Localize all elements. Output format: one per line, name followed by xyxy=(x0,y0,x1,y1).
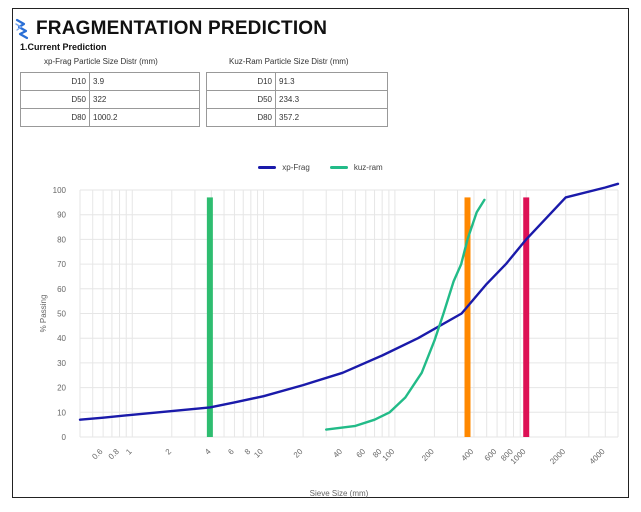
x-tick-label: 20 xyxy=(292,447,305,460)
y-axis-label: % Passing xyxy=(39,295,48,333)
header: FRAGMENTATION PREDICTION xyxy=(14,18,327,40)
marker-bar xyxy=(464,197,471,437)
x-tick-label: 600 xyxy=(483,447,499,463)
y-tick-label: 20 xyxy=(57,384,66,393)
row-key: D80 xyxy=(20,108,90,127)
legend-item-kuz-ram[interactable]: kuz-ram xyxy=(329,163,383,172)
section-label: 1.Current Prediction xyxy=(20,42,107,52)
xp-frag-table: D10 3.9 D50 322 D80 1000.2 xyxy=(20,72,200,127)
x-tick-label: 0.8 xyxy=(107,447,122,462)
x-tick-label: 6 xyxy=(226,447,236,457)
y-tick-label: 100 xyxy=(53,186,67,195)
table-row: D10 91.3 xyxy=(206,72,388,91)
legend-item-xp-frag[interactable]: xp-Frag xyxy=(258,163,310,172)
x-tick-label: 100 xyxy=(380,447,396,463)
x-tick-label: 2 xyxy=(164,447,174,457)
row-value: 357.2 xyxy=(275,108,388,127)
x-tick-label: 4 xyxy=(203,447,213,457)
table-row: D80 1000.2 xyxy=(20,108,200,127)
row-value: 1000.2 xyxy=(89,108,200,127)
kuz-table-title: Kuz-Ram Particle Size Distr (mm) xyxy=(229,57,349,66)
x-tick-label: 2000 xyxy=(548,447,567,466)
marker-bar xyxy=(523,197,530,437)
y-tick-label: 10 xyxy=(57,408,66,417)
page-title: FRAGMENTATION PREDICTION xyxy=(36,18,328,39)
legend-label: kuz-ram xyxy=(353,163,383,172)
x-tick-label: 60 xyxy=(355,447,368,460)
x-axis-label: Sieve Size (mm) xyxy=(310,489,369,498)
x-tick-label: 400 xyxy=(460,447,476,463)
kuz-ram-table: D10 91.3 D50 234.3 D80 357.2 xyxy=(206,72,388,127)
x-tick-label: 1000 xyxy=(509,447,528,466)
x-tick-label: 0.6 xyxy=(90,447,105,462)
marker-bar xyxy=(206,197,213,437)
y-tick-label: 60 xyxy=(57,285,66,294)
y-tick-label: 0 xyxy=(62,433,67,442)
y-tick-label: 90 xyxy=(57,211,66,220)
x-tick-label: 200 xyxy=(420,447,436,463)
xp-table-title: xp-Frag Particle Size Distr (mm) xyxy=(44,57,158,66)
x-tick-label: 1 xyxy=(124,447,134,457)
y-tick-label: 80 xyxy=(57,235,66,244)
x-tick-label: 10 xyxy=(252,447,265,460)
y-tick-label: 70 xyxy=(57,260,66,269)
chart-legend: xp-Frag kuz-ram xyxy=(0,163,641,172)
y-tick-label: 40 xyxy=(57,334,66,343)
y-tick-label: 50 xyxy=(57,310,66,319)
legend-swatch xyxy=(258,166,277,169)
table-row: D50 322 xyxy=(20,90,200,109)
legend-label: xp-Frag xyxy=(282,163,310,172)
x-tick-label: 4000 xyxy=(588,447,607,466)
table-row: D50 234.3 xyxy=(206,90,388,109)
x-tick-label: 8 xyxy=(243,447,253,457)
logo-icon xyxy=(15,18,29,40)
x-tick-label: 40 xyxy=(331,447,344,460)
legend-swatch xyxy=(329,166,348,169)
series-line-kuz-ram xyxy=(325,198,486,431)
table-row: D80 357.2 xyxy=(206,108,388,127)
series-line-xp-frag xyxy=(78,182,620,421)
y-tick-label: 30 xyxy=(57,359,66,368)
